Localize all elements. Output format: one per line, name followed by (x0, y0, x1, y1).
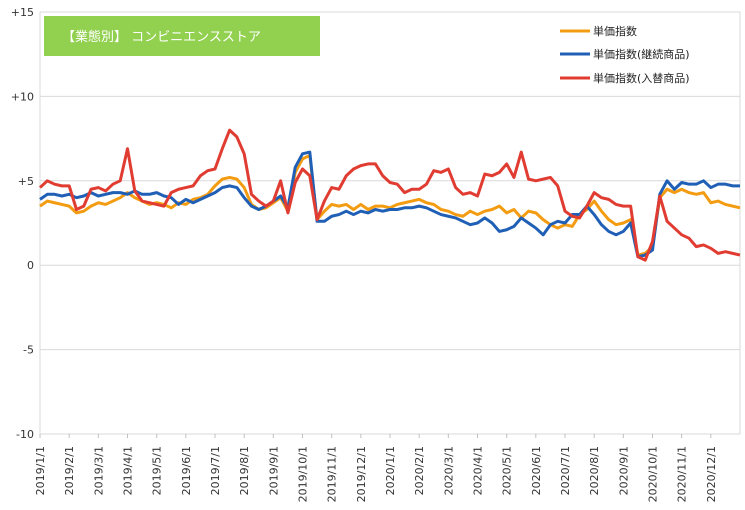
x-tick-label: 2019/6/1 (180, 446, 193, 495)
x-tick-label: 2020/9/1 (617, 446, 630, 495)
x-tick-label: 2019/1/1 (34, 446, 47, 495)
x-tick-label: 2020/3/1 (442, 446, 455, 495)
x-tick-label: 2019/5/1 (151, 446, 164, 495)
y-tick-label: +5 (18, 175, 34, 188)
y-tick-label: -5 (23, 344, 34, 357)
x-tick-label: 2019/2/1 (63, 446, 76, 495)
x-tick-label: 2020/10/1 (647, 446, 660, 502)
series-line-2 (39, 150, 740, 259)
x-tick-label: 2020/2/1 (413, 446, 426, 495)
x-tick-label: 2019/12/1 (355, 446, 368, 502)
legend-label: 単価指数 (593, 24, 637, 38)
y-tick-label: +15 (11, 6, 34, 19)
x-tick-label: 2020/1/1 (384, 446, 397, 495)
legend-label: 単価指数(継続商品) (593, 47, 690, 61)
y-tick-label: +10 (11, 90, 34, 103)
chart-title-box: 【業態別】 コンビニエンスストア (44, 16, 320, 56)
x-tick-label: 2020/6/1 (530, 446, 543, 495)
x-tick-label: 2019/8/1 (238, 446, 251, 495)
x-tick-label: 2019/11/1 (326, 446, 339, 502)
legend-item: 単価指数 (560, 24, 637, 38)
x-tick-label: 2019/9/1 (267, 446, 280, 495)
x-tick-label: 2020/11/1 (676, 446, 689, 502)
legend-item: 単価指数(継続商品) (560, 47, 690, 61)
x-tick-label: 2020/5/1 (501, 446, 514, 495)
legend: 単価指数 単価指数(継続商品) 単価指数(入替商品) (560, 24, 690, 85)
legend-item: 単価指数(入替商品) (560, 71, 690, 85)
chart-title: 【業態別】 コンビニエンスストア (62, 29, 261, 45)
x-tick-label: 2020/4/1 (472, 446, 485, 495)
x-tick-label: 2020/8/1 (588, 446, 601, 495)
series-line-3 (38, 128, 741, 262)
series-group (38, 128, 741, 262)
x-tick-label: 2020/7/1 (559, 446, 572, 495)
x-tick-label: 2020/12/1 (705, 446, 718, 502)
x-axis: 2019/1/1 2019/2/1 2019/3/1 2019/4/1 2019/5/1… (34, 434, 718, 502)
y-axis: +15 +10 +5 0 -5 -10 (11, 6, 34, 441)
x-tick-label: 2019/7/1 (209, 446, 222, 495)
chart-title-background (44, 16, 320, 56)
y-tick-label: -10 (16, 428, 34, 441)
x-tick-label: 2019/3/1 (92, 446, 105, 495)
y-tick-label: 0 (27, 259, 34, 272)
x-tick-label: 2019/10/1 (297, 446, 310, 502)
series-line-1 (39, 153, 741, 257)
legend-label: 単価指数(入替商品) (593, 71, 690, 85)
x-tick-label: 2019/4/1 (122, 446, 135, 495)
